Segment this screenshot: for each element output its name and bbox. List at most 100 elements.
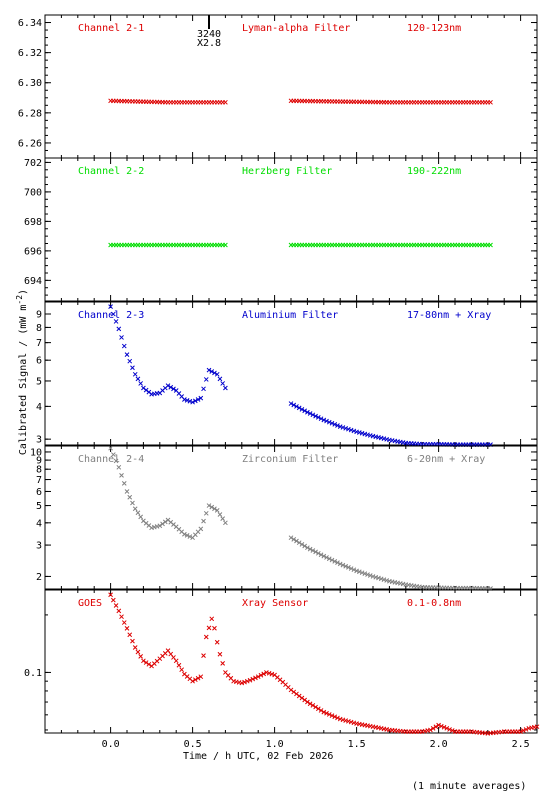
y-tick-label: 8 [36,465,42,476]
data-point [315,550,321,556]
data-point [110,452,116,457]
data-point [130,365,135,371]
data-point [203,510,209,516]
y-tick-label: 9 [36,456,42,467]
data-point [160,521,165,527]
data-point [305,699,310,705]
data-point [520,728,526,733]
y-tick-label: 3 [36,541,42,552]
y-tick-label: 5 [36,376,42,387]
data-point [113,458,119,464]
band-label: 120-123nm [407,23,461,34]
y-tick-label: 7 [36,338,42,349]
data-point [378,576,384,582]
x-axis-title: Time / h UTC, 02 Feb 2026 [183,751,334,762]
data-point [335,715,340,721]
data-point [318,416,324,422]
data-point [296,693,302,699]
y-tick-label: 700 [24,187,42,198]
data-point [108,592,113,598]
data-point [305,409,310,415]
data-point [313,549,318,555]
data-point [266,670,272,676]
data-point [135,376,141,382]
data-point [184,533,190,538]
data-point [428,727,433,733]
channel-label: Channel 2-2 [78,166,144,177]
data-point [310,703,316,708]
filter-label: Zirconium Filter [242,454,338,465]
data-point [121,343,127,349]
data-point [217,512,223,517]
data-point [113,603,119,608]
data-point [190,399,195,405]
flare-marker-label-bottom: X2.8 [197,38,221,49]
channel-label: GOES [78,598,102,609]
x-tick-label: 2.0 [430,739,448,750]
x-tick-label: 0.5 [184,739,202,750]
data-point [190,678,195,684]
y-tick-label: 7 [36,475,42,486]
data-point [135,510,141,516]
data-point [291,689,297,695]
data-point [108,304,113,310]
data-point [214,639,220,645]
data-point [121,620,127,625]
panel-frame [44,157,538,302]
data-point [348,566,354,571]
data-point [332,422,338,427]
data-point [214,507,220,513]
data-point [250,676,256,682]
data-point [340,425,346,430]
data-point [367,573,373,578]
data-point [324,555,329,560]
data-point [351,567,357,573]
y-tick-label: 6.32 [18,48,42,59]
data-point [430,725,436,731]
data-point [288,687,294,693]
data-point [209,616,215,622]
y-tick-label: 698 [24,217,42,228]
y-tick-label: 2 [36,572,42,583]
data-point [171,386,176,392]
data-point [198,395,204,401]
data-point [326,419,332,425]
data-point [321,709,327,715]
data-point [239,680,245,686]
data-point [206,503,212,508]
x-tick-label: 1.5 [348,739,366,750]
data-point [332,558,338,564]
data-point [433,724,439,730]
data-point [356,569,362,575]
data-point [217,651,223,657]
data-point [346,426,351,432]
data-point [198,526,204,532]
data-point [187,398,193,404]
y-tick-label: 10 [30,447,42,458]
data-point [244,678,250,684]
data-point [119,614,124,620]
data-point [488,242,493,248]
data-point [209,504,215,510]
x-tick-label: 1.0 [266,739,284,750]
band-label: 17-80nm + Xray [407,310,491,321]
y-axis-title: Calibrated Signal / (mW m-2) [15,289,29,455]
y-tick-label: 6.30 [18,78,42,89]
data-point [310,548,316,553]
data-point [307,701,313,707]
data-point [315,706,321,712]
data-point [343,425,349,431]
data-point [329,420,335,426]
data-point [182,397,187,402]
data-point [329,557,335,563]
data-point [288,401,294,406]
data-point [138,381,144,386]
data-point [310,412,316,418]
data-point [110,597,116,603]
data-point [313,704,318,710]
data-point [370,574,376,579]
data-point [255,674,261,680]
channel-label: Channel 2-3 [78,310,144,321]
panel-frame [44,301,538,446]
